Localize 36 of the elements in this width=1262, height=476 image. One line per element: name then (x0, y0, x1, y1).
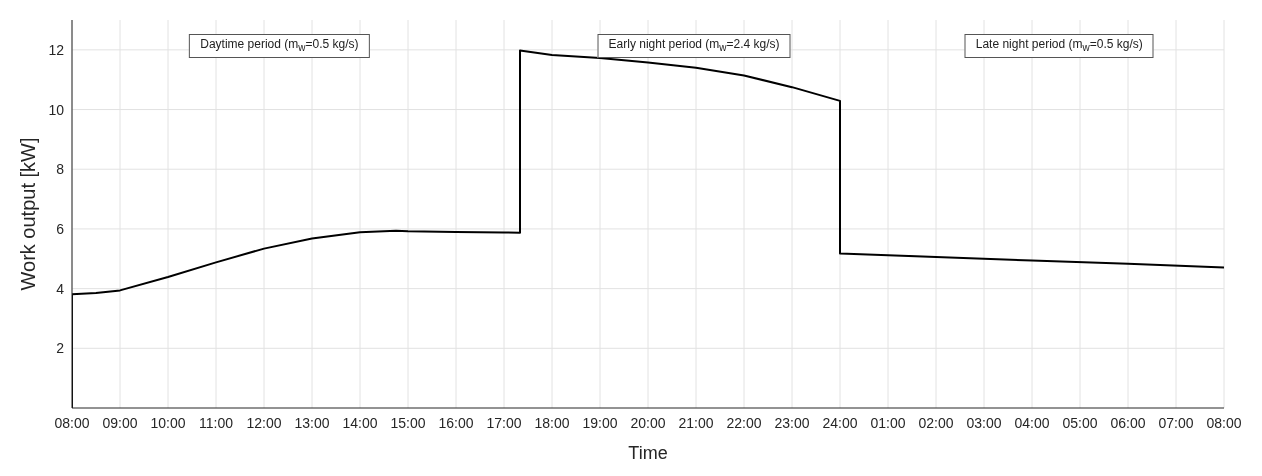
y-tick-label: 2 (56, 340, 65, 357)
x-tick-label: 14:00 (342, 414, 378, 431)
x-tick-label: 15:00 (390, 414, 426, 431)
x-tick-label: 03:00 (966, 414, 1002, 431)
x-tick-label: 02:00 (918, 414, 954, 431)
x-tick-label: 01:00 (870, 414, 906, 431)
y-tick-label: 8 (56, 161, 65, 178)
x-tick-label: 09:00 (102, 414, 138, 431)
y-tick-label: 4 (56, 280, 65, 297)
annotation: Late night period (m$_{w}$=0.5 kg/s) (964, 34, 1154, 59)
y-tick-label: 10 (48, 101, 65, 118)
y-tick-label: 12 (48, 41, 65, 58)
x-tick-label: 16:00 (438, 414, 474, 431)
x-tick-label: 22:00 (726, 414, 762, 431)
y-tick-label: 6 (56, 220, 65, 237)
x-tick-label: 04:00 (1014, 414, 1050, 431)
x-tick-label: 11:00 (199, 414, 234, 431)
x-tick-label: 05:00 (1062, 414, 1098, 431)
y-axis-title: Work output [kW] (17, 137, 40, 291)
x-tick-label: 23:00 (774, 414, 810, 431)
x-tick-label: 08:00 (1206, 414, 1242, 431)
x-tick-label: 13:00 (294, 414, 330, 431)
x-tick-label: 17:00 (486, 414, 522, 431)
x-tick-label: 07:00 (1158, 414, 1194, 431)
x-tick-label: 18:00 (534, 414, 570, 431)
x-tick-label: 21:00 (678, 414, 714, 431)
x-axis-title: Time (628, 443, 668, 463)
annotation: Daytime period (m$_{w}$=0.5 kg/s) (189, 34, 370, 59)
x-tick-label: 12:00 (246, 414, 282, 431)
x-tick-label: 19:00 (582, 414, 618, 431)
x-tick-label: 10:00 (150, 414, 186, 431)
x-tick-label: 24:00 (822, 414, 858, 431)
x-tick-label: 06:00 (1110, 414, 1146, 431)
annotation: Early night period (m$_{w}$=2.4 kg/s) (597, 34, 791, 59)
x-tick-label: 08:00 (54, 414, 90, 431)
x-tick-label: 20:00 (630, 414, 666, 431)
